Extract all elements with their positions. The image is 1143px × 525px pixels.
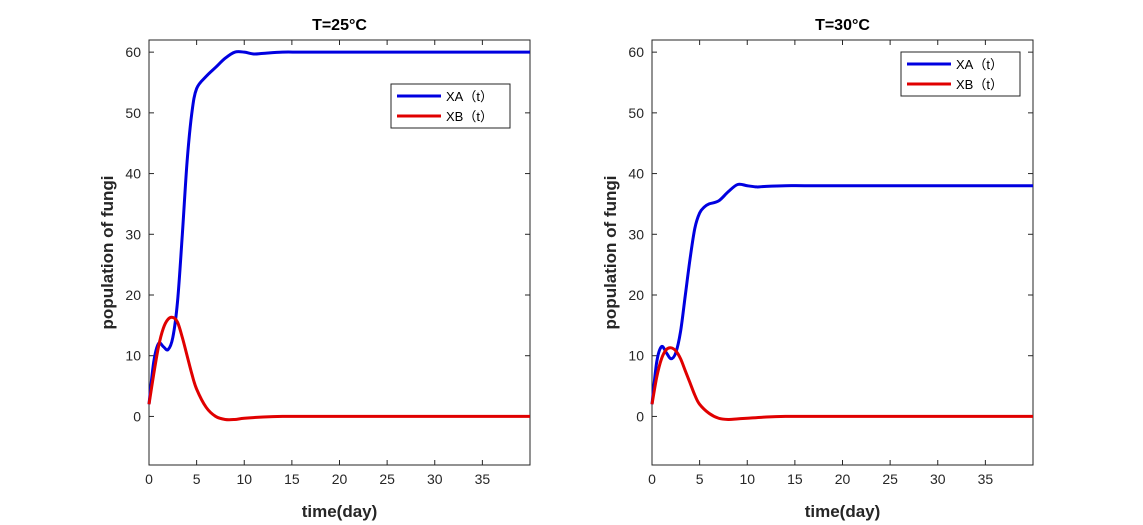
y-tick-label: 60 bbox=[125, 44, 141, 60]
y-tick-label: 0 bbox=[636, 408, 644, 424]
chart-panel-t25: 0 5 10 15 20 25 30 35 0 10 20 30 40 50 60 T=25°C time… bbox=[98, 17, 531, 521]
y-axis-label: population of fungi bbox=[98, 176, 117, 330]
x-tick-label: 25 bbox=[882, 471, 898, 487]
y-tick-label: 50 bbox=[628, 105, 644, 121]
y-tick-label: 30 bbox=[125, 226, 141, 242]
chart-title: T=30°C bbox=[815, 17, 870, 34]
y-tick-label: 10 bbox=[628, 348, 644, 364]
x-tick-label: 35 bbox=[475, 471, 491, 487]
series-line-xa bbox=[147, 50, 530, 405]
series-line-xb bbox=[147, 315, 530, 422]
x-tick-label: 0 bbox=[145, 471, 153, 487]
y-tick-label: 40 bbox=[628, 166, 644, 182]
x-tick-label: 10 bbox=[236, 471, 252, 487]
chart-panel-t30: 0 5 10 15 20 25 30 35 0 10 20 30 40 50 60 T=30°C time… bbox=[601, 17, 1034, 521]
legend-label-xb: XB（t） bbox=[956, 77, 1003, 92]
series-line-xb bbox=[650, 346, 1033, 421]
y-ticks: 0 10 20 30 40 50 60 bbox=[125, 44, 530, 424]
x-tick-label: 20 bbox=[332, 471, 348, 487]
y-tick-label: 30 bbox=[628, 226, 644, 242]
x-ticks: 0 5 10 15 20 25 30 35 bbox=[648, 40, 993, 487]
legend: XA（t） XB（t） bbox=[900, 51, 1021, 97]
y-axis-label: population of fungi bbox=[601, 176, 620, 330]
legend-label-xb: XB（t） bbox=[446, 109, 493, 124]
x-axis-label: time(day) bbox=[302, 502, 378, 521]
y-tick-label: 50 bbox=[125, 105, 141, 121]
legend-label-xa: XA（t） bbox=[446, 89, 493, 104]
x-tick-label: 20 bbox=[835, 471, 851, 487]
y-ticks: 0 10 20 30 40 50 60 bbox=[628, 44, 1033, 424]
x-tick-label: 15 bbox=[787, 471, 803, 487]
x-tick-label: 5 bbox=[193, 471, 201, 487]
x-tick-label: 5 bbox=[696, 471, 704, 487]
axes-box bbox=[651, 39, 1034, 466]
y-tick-label: 0 bbox=[133, 408, 141, 424]
y-tick-label: 60 bbox=[628, 44, 644, 60]
x-axis-label: time(day) bbox=[805, 502, 881, 521]
x-tick-label: 0 bbox=[648, 471, 656, 487]
y-tick-label: 40 bbox=[125, 166, 141, 182]
x-tick-label: 25 bbox=[379, 471, 395, 487]
legend-box bbox=[900, 51, 1021, 97]
series-lines bbox=[650, 182, 1033, 421]
y-tick-label: 20 bbox=[125, 287, 141, 303]
series-lines bbox=[147, 50, 530, 422]
x-tick-label: 10 bbox=[739, 471, 755, 487]
x-ticks: 0 5 10 15 20 25 30 35 bbox=[145, 40, 490, 487]
series-line-xa bbox=[650, 182, 1033, 405]
x-tick-label: 30 bbox=[427, 471, 443, 487]
x-tick-label: 35 bbox=[978, 471, 994, 487]
legend-label-xa: XA（t） bbox=[956, 57, 1003, 72]
legend-box bbox=[390, 83, 511, 129]
y-tick-label: 20 bbox=[628, 287, 644, 303]
legend: XA（t） XB（t） bbox=[390, 83, 511, 129]
x-tick-label: 15 bbox=[284, 471, 300, 487]
x-tick-label: 30 bbox=[930, 471, 946, 487]
chart-title: T=25°C bbox=[312, 17, 367, 34]
y-tick-label: 10 bbox=[125, 348, 141, 364]
